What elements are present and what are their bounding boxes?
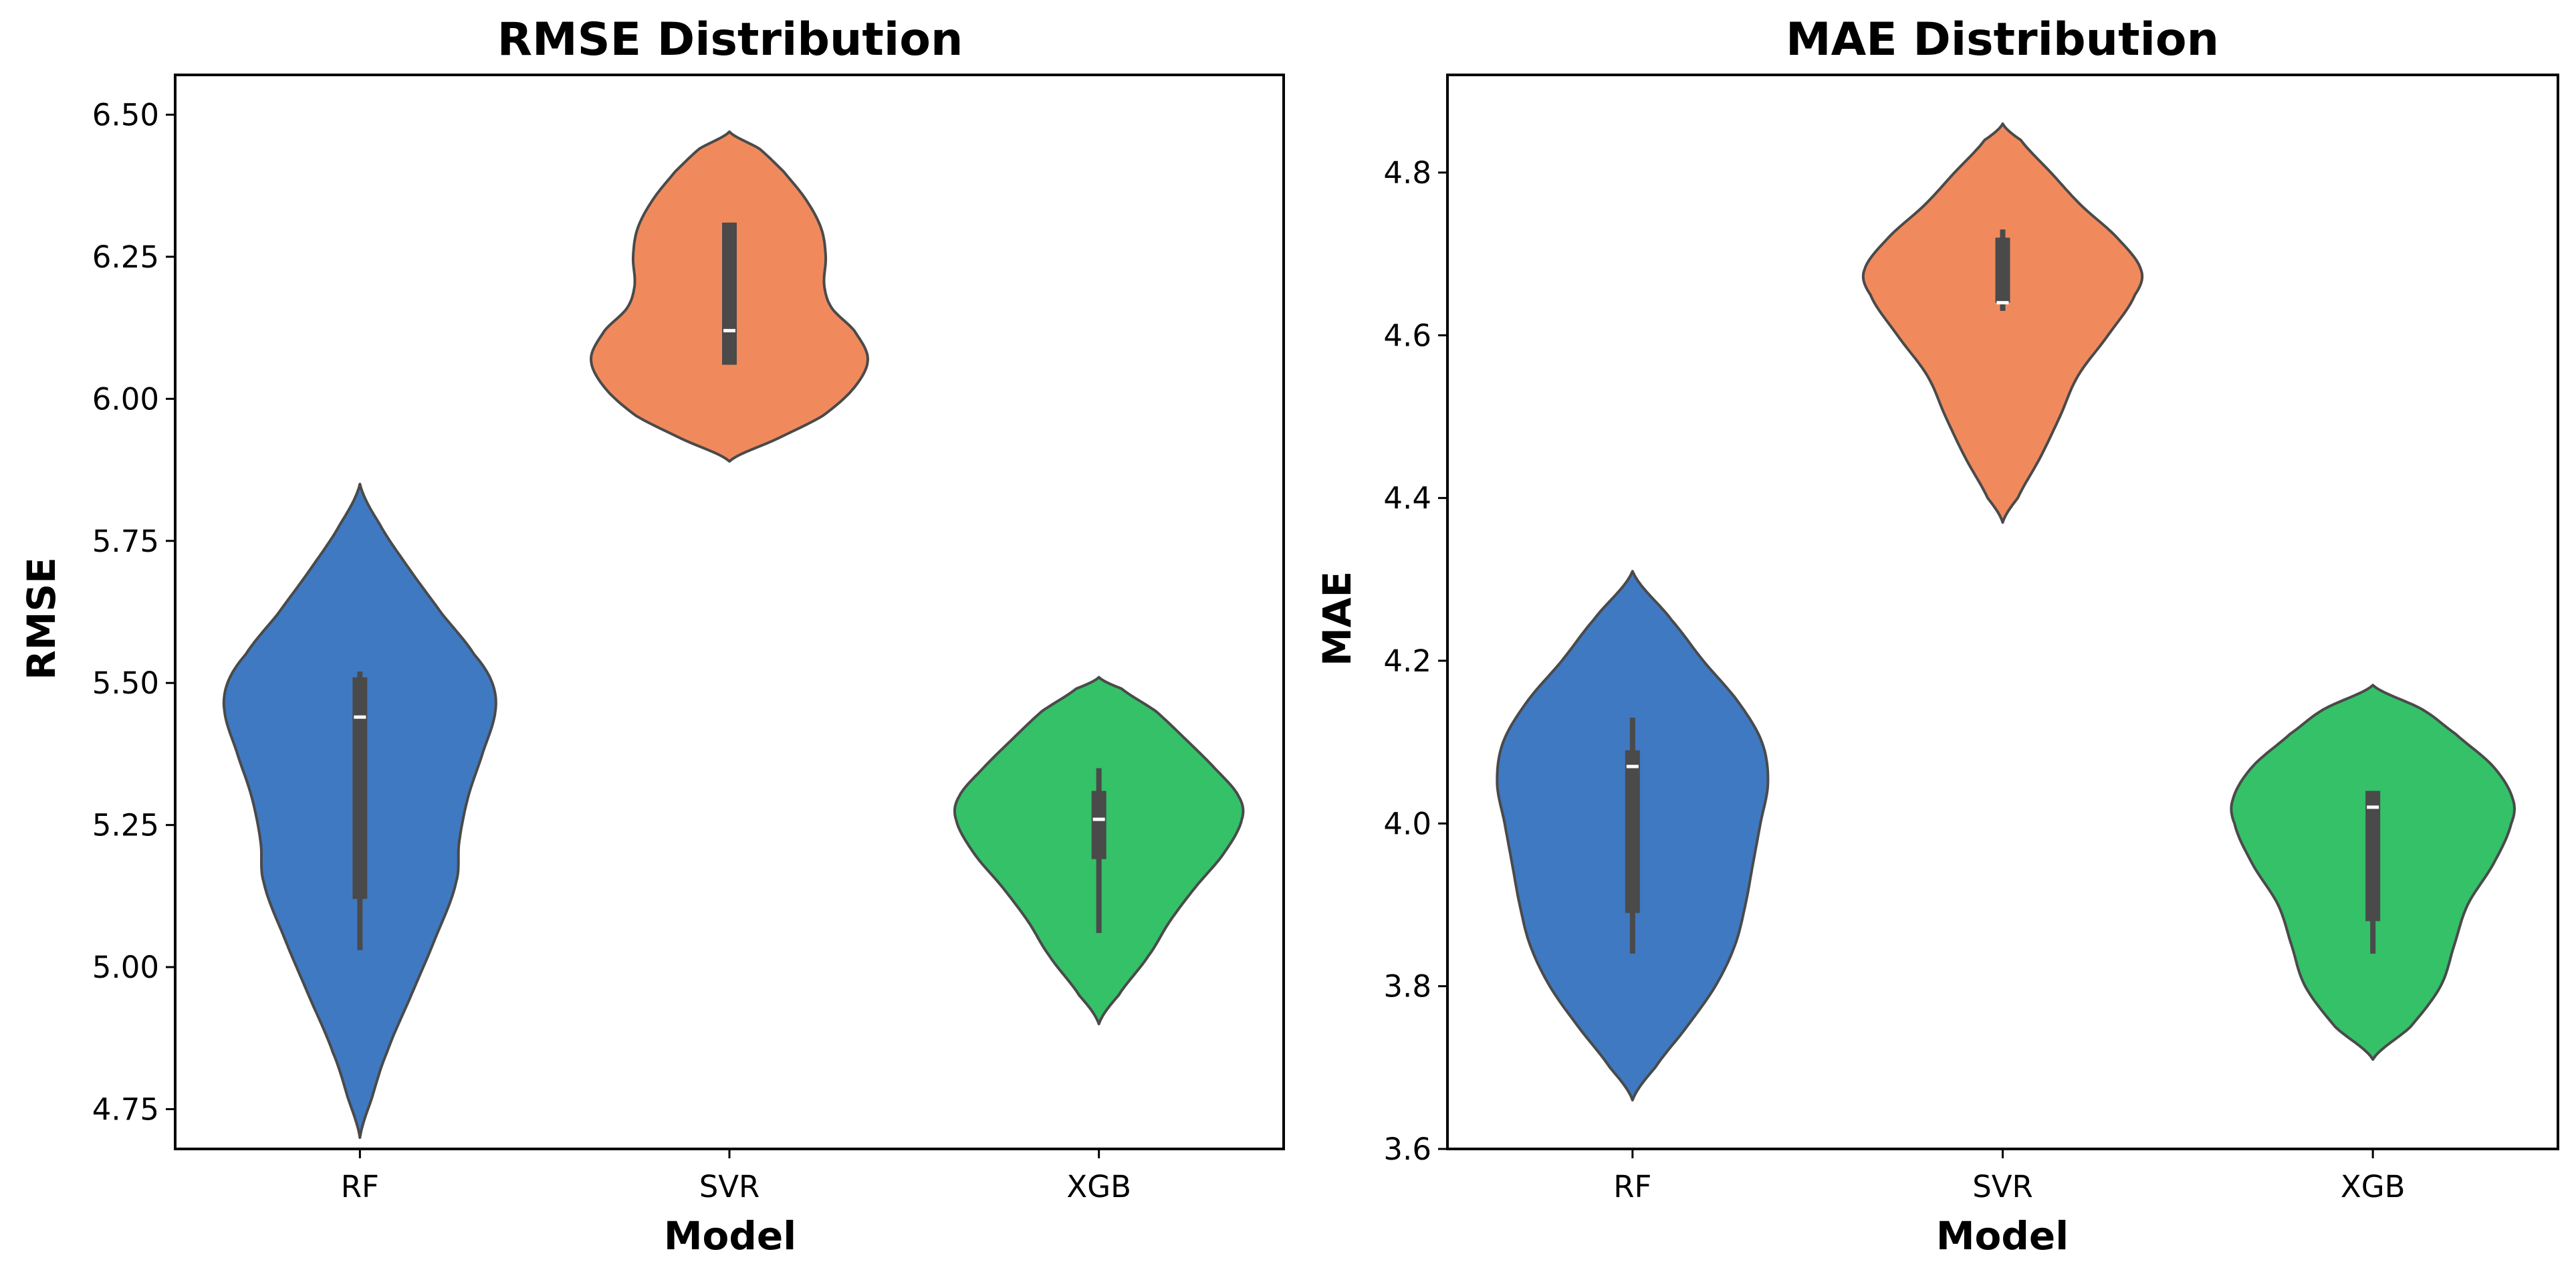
rmse-panel: RMSE Distribution RMSE Model 4.75 5.00 5… bbox=[19, 13, 1285, 1259]
y-tick-label: 4.2 bbox=[1383, 643, 1431, 679]
x-tick-label: SVR bbox=[699, 1169, 760, 1204]
violin-marks bbox=[1496, 122, 2516, 1101]
y-axis-label: MAE bbox=[1314, 571, 1360, 666]
y-tick-label: 3.8 bbox=[1383, 969, 1431, 1004]
y-tick-label: 4.75 bbox=[92, 1092, 159, 1128]
x-tick-label: RF bbox=[341, 1169, 379, 1204]
y-tick-label: 5.25 bbox=[92, 808, 159, 843]
y-tick-label: 4.4 bbox=[1383, 481, 1431, 516]
plot-frame bbox=[1446, 74, 2559, 1150]
violin-xgb bbox=[2230, 683, 2516, 1061]
x-axis-label: Model bbox=[664, 1213, 796, 1259]
y-tick-label: 4.0 bbox=[1383, 806, 1431, 841]
y-tick-label: 6.50 bbox=[92, 97, 159, 132]
violin-body bbox=[1861, 122, 2144, 524]
y-tick-labels: 3.6 3.8 4.0 4.2 4.4 4.6 4.8 bbox=[1383, 155, 1431, 1167]
x-tick-label: XGB bbox=[2341, 1169, 2406, 1204]
violin-svr bbox=[1861, 122, 2144, 524]
y-tick-label: 5.00 bbox=[92, 950, 159, 985]
axis-ticks bbox=[166, 113, 1100, 1158]
violin-marks bbox=[222, 130, 1245, 1139]
y-tick-label: 6.00 bbox=[92, 381, 159, 417]
violin-svr bbox=[590, 130, 869, 463]
x-axis-label: Model bbox=[1936, 1213, 2069, 1259]
violin-xgb bbox=[953, 675, 1245, 1026]
y-tick-label: 6.25 bbox=[92, 239, 159, 275]
y-tick-label: 3.6 bbox=[1383, 1132, 1431, 1167]
plot-frame bbox=[174, 74, 1285, 1150]
y-tick-label: 5.50 bbox=[92, 665, 159, 701]
x-tick-labels: RF SVR XGB bbox=[1613, 1169, 2405, 1204]
mae-panel: MAE Distribution MAE Model 3.6 3.8 4.0 4… bbox=[1314, 13, 2559, 1259]
axis-ticks bbox=[1438, 171, 2374, 1158]
y-tick-label: 5.75 bbox=[92, 524, 159, 559]
x-tick-label: XGB bbox=[1066, 1169, 1131, 1204]
chart-title: RMSE Distribution bbox=[497, 13, 963, 66]
violin-rf bbox=[222, 482, 497, 1139]
y-tick-labels: 4.75 5.00 5.25 5.50 5.75 6.00 6.25 6.50 bbox=[92, 97, 159, 1127]
x-tick-labels: RF SVR XGB bbox=[341, 1169, 1131, 1204]
violin-rf bbox=[1496, 570, 1770, 1101]
y-tick-label: 4.6 bbox=[1383, 318, 1431, 353]
x-tick-label: SVR bbox=[1972, 1169, 2033, 1204]
x-tick-label: RF bbox=[1613, 1169, 1651, 1204]
chart-title: MAE Distribution bbox=[1786, 13, 2219, 66]
y-tick-label: 4.8 bbox=[1383, 155, 1431, 191]
y-axis-label: RMSE bbox=[19, 557, 64, 680]
